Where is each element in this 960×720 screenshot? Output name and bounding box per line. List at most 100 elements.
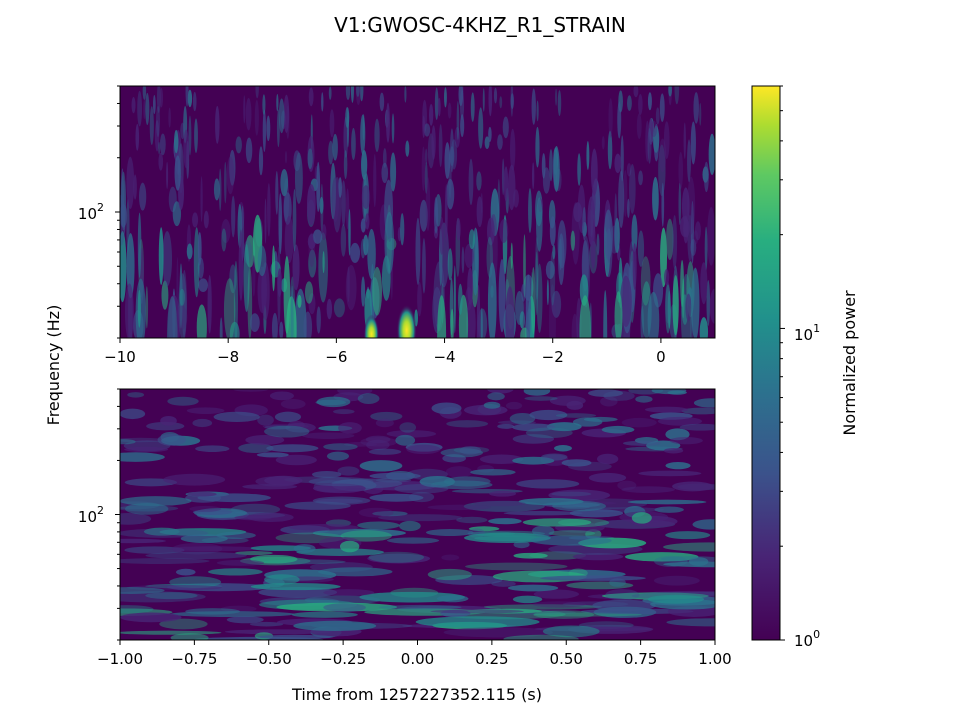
- texture-streak: [525, 274, 531, 338]
- texture-streak: [553, 146, 560, 192]
- texture-band: [175, 568, 196, 576]
- texture-streak: [186, 243, 193, 260]
- texture-streak: [176, 305, 188, 330]
- texture-band: [372, 511, 408, 517]
- texture-band: [546, 422, 582, 432]
- texture-streak: [609, 225, 619, 254]
- texture-streak: [465, 299, 476, 338]
- texture-streak: [345, 107, 350, 128]
- texture-streak: [233, 260, 239, 338]
- texture-streak: [699, 102, 702, 126]
- texture-streak: [659, 138, 667, 173]
- texture-band: [512, 423, 556, 432]
- texture-streak: [614, 193, 618, 254]
- texture-streak: [617, 101, 622, 139]
- texture-band: [296, 548, 384, 556]
- texture-streak: [668, 86, 673, 97]
- texture-streak: [666, 218, 674, 261]
- texture-streak: [551, 290, 562, 318]
- texture-band: [644, 406, 689, 413]
- texture-streak: [390, 152, 397, 192]
- texture-streak: [384, 212, 395, 275]
- texture-streak: [278, 98, 285, 134]
- texture-streak: [458, 86, 464, 107]
- texture-streak: [245, 137, 253, 164]
- texture-streak: [458, 283, 463, 316]
- texture-band: [425, 529, 474, 536]
- texture-streak: [373, 154, 377, 208]
- texture-streak: [382, 148, 387, 168]
- texture-streak: [620, 135, 624, 182]
- texture-band: [533, 610, 595, 619]
- texture-band: [443, 627, 554, 638]
- texture-streak: [187, 89, 193, 108]
- texture-band: [146, 421, 185, 431]
- texture-band: [120, 605, 154, 614]
- texture-streak: [550, 251, 556, 306]
- texture-band: [120, 591, 206, 603]
- texture-streak: [570, 230, 576, 251]
- texture-streak: [174, 155, 181, 191]
- texture-streak: [637, 230, 645, 268]
- texture-band: [566, 400, 584, 410]
- texture-streak: [510, 86, 514, 117]
- texture-streak: [663, 121, 670, 160]
- x-tick-label: −0.50: [246, 650, 292, 668]
- texture-streak: [501, 158, 505, 196]
- texture-streak: [672, 275, 679, 336]
- texture-band: [399, 422, 417, 433]
- texture-streak: [515, 290, 524, 326]
- texture-streak: [632, 243, 637, 290]
- texture-band: [216, 531, 256, 539]
- texture-band: [326, 451, 350, 461]
- x-tick-label: −0.75: [171, 650, 217, 668]
- texture-band: [532, 601, 587, 608]
- texture-streak: [351, 127, 356, 161]
- texture-streak: [349, 242, 361, 263]
- texture-band: [157, 433, 186, 446]
- texture-streak: [245, 97, 252, 131]
- texture-streak: [620, 275, 632, 328]
- texture-band: [663, 542, 715, 552]
- texture-band: [338, 422, 362, 434]
- texture-streak: [126, 233, 135, 299]
- texture-band: [663, 447, 684, 454]
- texture-band: [375, 418, 394, 428]
- texture-streak: [386, 102, 390, 143]
- texture-streak: [433, 197, 439, 234]
- texture-band: [235, 551, 273, 556]
- texture-band: [446, 420, 489, 428]
- texture-band: [561, 459, 592, 467]
- texture-band: [665, 531, 711, 540]
- texture-band: [357, 393, 380, 404]
- texture-band: [213, 411, 260, 423]
- texture-band: [516, 479, 580, 489]
- texture-streak: [590, 148, 598, 196]
- texture-band: [628, 389, 664, 395]
- bottom-y-ticks: [115, 388, 120, 641]
- texture-streak: [360, 114, 366, 155]
- texture-band: [635, 395, 653, 403]
- texture-streak: [552, 244, 556, 260]
- texture-band: [692, 519, 715, 530]
- texture-streak: [367, 228, 376, 280]
- texture-streak: [271, 312, 278, 338]
- texture-band: [266, 444, 319, 453]
- texture-streak: [276, 93, 279, 112]
- texture-streak: [264, 198, 267, 244]
- texture-streak: [124, 283, 134, 338]
- texture-streak: [345, 264, 357, 311]
- texture-streak: [235, 136, 242, 154]
- texture-streak: [192, 212, 199, 228]
- texture-streak: [218, 168, 222, 212]
- texture-band: [311, 471, 342, 478]
- texture-streak: [316, 306, 321, 334]
- texture-streak: [338, 177, 343, 198]
- texture-streak: [188, 115, 192, 156]
- texture-streak: [498, 258, 506, 333]
- texture-band: [654, 555, 688, 567]
- x-tick-label: −1.00: [97, 650, 143, 668]
- texture-band: [172, 542, 223, 555]
- texture-band: [323, 603, 366, 612]
- texture-streak: [638, 170, 643, 186]
